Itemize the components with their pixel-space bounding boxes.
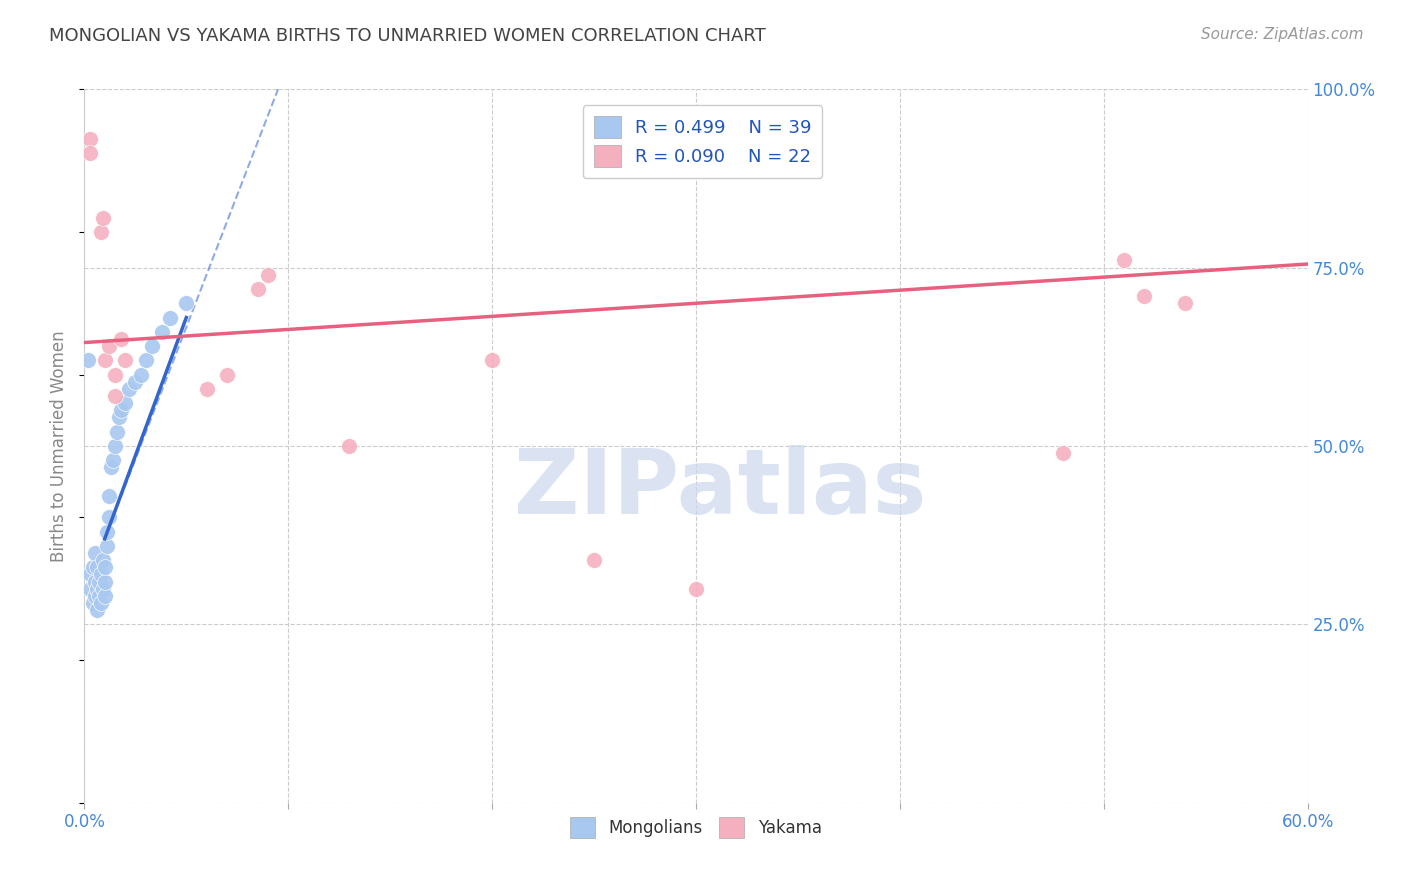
Point <box>86 603 108 617</box>
Point <box>93 589 115 603</box>
Point <box>96 539 118 553</box>
Point <box>93 560 115 574</box>
Point <box>1052 446 1074 460</box>
Point <box>246 282 269 296</box>
Point <box>91 211 114 225</box>
Point <box>1133 289 1156 303</box>
Point <box>118 382 141 396</box>
Point <box>685 582 707 596</box>
Point <box>195 382 218 396</box>
Point <box>86 582 108 596</box>
Point <box>104 368 127 382</box>
Point <box>97 489 120 503</box>
Point <box>110 403 132 417</box>
Point <box>105 425 128 439</box>
Point <box>90 225 112 239</box>
Point <box>100 460 122 475</box>
Point <box>104 439 127 453</box>
Point <box>97 339 120 353</box>
Text: ZIPatlas: ZIPatlas <box>515 445 927 533</box>
Point <box>114 353 136 368</box>
Point <box>93 574 115 589</box>
Point <box>97 510 120 524</box>
Point <box>174 296 197 310</box>
Point <box>79 146 101 161</box>
Point <box>114 396 136 410</box>
Point <box>83 574 105 589</box>
Point <box>83 546 105 560</box>
Point <box>131 368 153 382</box>
Point <box>159 310 181 325</box>
Point <box>101 453 124 467</box>
Point <box>150 325 173 339</box>
Legend: Mongolians, Yakama: Mongolians, Yakama <box>564 811 828 845</box>
Point <box>79 132 101 146</box>
Point <box>108 410 131 425</box>
Point <box>93 353 115 368</box>
Point <box>83 589 105 603</box>
Point <box>1114 253 1136 268</box>
Text: MONGOLIAN VS YAKAMA BIRTHS TO UNMARRIED WOMEN CORRELATION CHART: MONGOLIAN VS YAKAMA BIRTHS TO UNMARRIED … <box>49 27 766 45</box>
Point <box>257 268 280 282</box>
Point <box>87 574 110 589</box>
Point <box>96 524 118 539</box>
Point <box>104 389 127 403</box>
Point <box>583 553 606 567</box>
Point <box>79 567 101 582</box>
Point <box>1174 296 1197 310</box>
Point <box>90 567 112 582</box>
Point <box>124 375 146 389</box>
Point <box>339 439 361 453</box>
Y-axis label: Births to Unmarried Women: Births to Unmarried Women <box>51 330 69 562</box>
Point <box>82 596 104 610</box>
Point <box>77 353 100 368</box>
Point <box>87 589 110 603</box>
Point <box>79 582 101 596</box>
Point <box>90 596 112 610</box>
Point <box>110 332 132 346</box>
Point <box>141 339 163 353</box>
Point <box>91 582 114 596</box>
Point <box>91 553 114 567</box>
Point <box>217 368 239 382</box>
Point <box>481 353 503 368</box>
Text: Source: ZipAtlas.com: Source: ZipAtlas.com <box>1201 27 1364 42</box>
Point <box>82 560 104 574</box>
Point <box>86 560 108 574</box>
Point <box>135 353 157 368</box>
